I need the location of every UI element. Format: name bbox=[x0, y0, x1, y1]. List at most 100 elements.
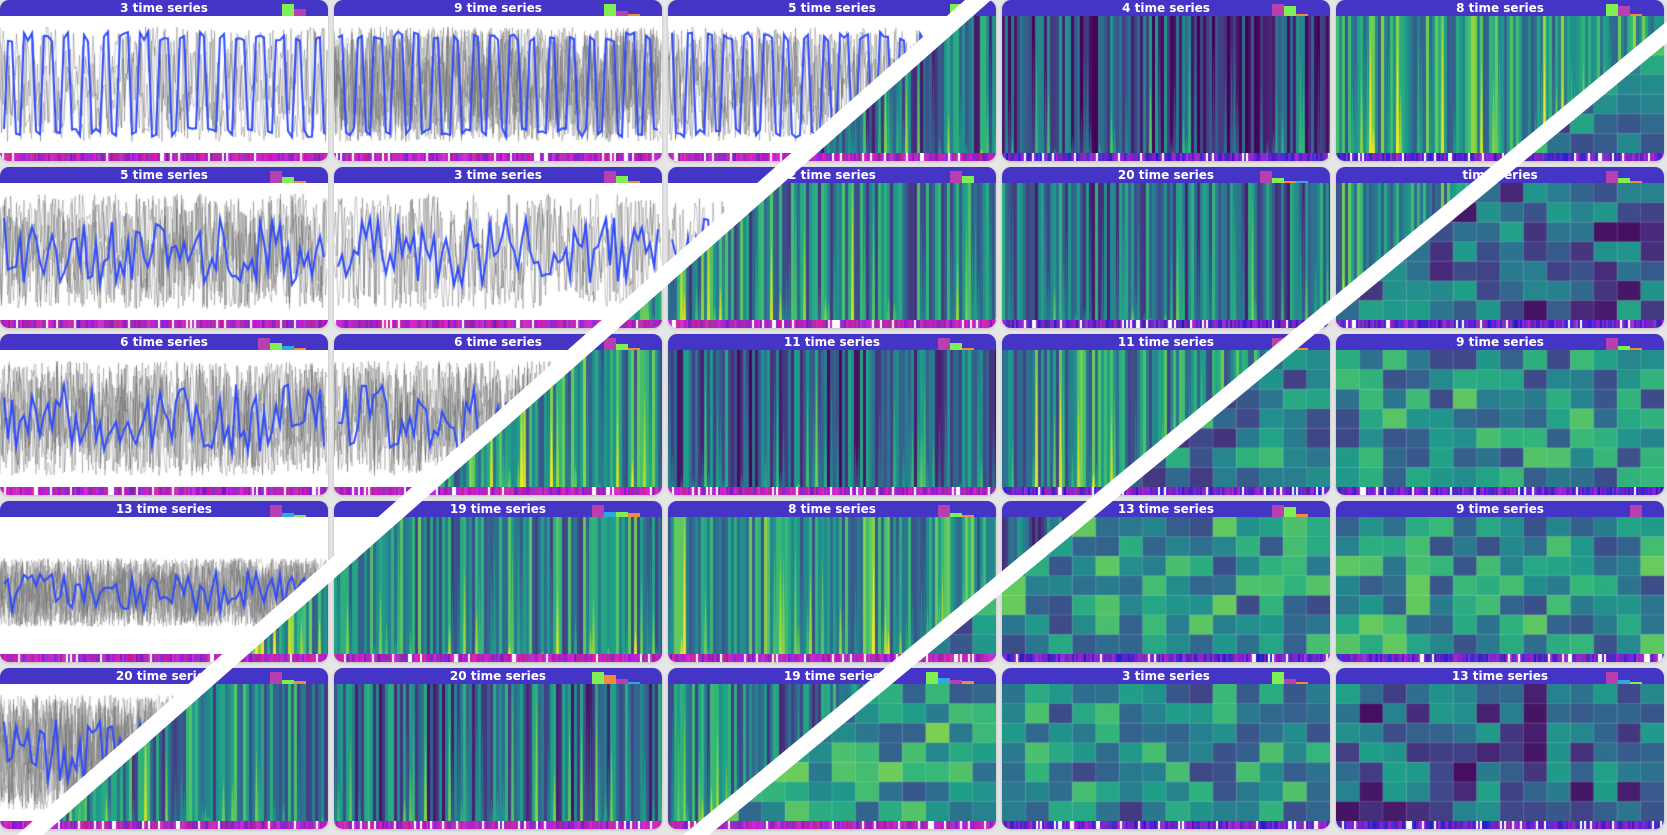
time-series-plot[interactable] bbox=[1002, 350, 1330, 487]
time-series-plot[interactable] bbox=[334, 350, 662, 487]
time-series-plot[interactable] bbox=[1002, 16, 1330, 153]
card-header: 3 time series bbox=[1002, 668, 1330, 684]
timeline-strip[interactable] bbox=[1336, 153, 1664, 161]
time-series-plot[interactable] bbox=[668, 517, 996, 654]
timeline-strip[interactable] bbox=[0, 654, 328, 662]
chart-card[interactable]: 13 time series bbox=[0, 501, 328, 662]
chart-card[interactable]: 19 time series bbox=[334, 501, 662, 662]
chart-card[interactable]: 9 time series bbox=[1336, 501, 1664, 662]
card-title: 6 time series bbox=[120, 335, 208, 349]
chart-card[interactable]: 19 time series bbox=[668, 668, 996, 829]
legend-swatch bbox=[258, 338, 270, 350]
chart-card[interactable]: 2 time series bbox=[668, 167, 996, 328]
timeline-strip[interactable] bbox=[1336, 320, 1664, 328]
card-header: 5 time series bbox=[668, 0, 996, 16]
timeline-strip[interactable] bbox=[1336, 654, 1664, 662]
timeline-strip[interactable] bbox=[668, 153, 996, 161]
time-series-plot[interactable] bbox=[0, 684, 328, 821]
timeline-strip[interactable] bbox=[668, 487, 996, 495]
timeline-strip[interactable] bbox=[1336, 487, 1664, 495]
card-header: 13 time series bbox=[0, 501, 328, 517]
chart-card[interactable]: 20 time series bbox=[1002, 167, 1330, 328]
legend-swatch bbox=[950, 4, 962, 16]
time-series-plot[interactable] bbox=[668, 183, 996, 320]
time-series-plot[interactable] bbox=[0, 16, 328, 153]
time-series-plot[interactable] bbox=[0, 350, 328, 487]
time-series-plot[interactable] bbox=[1002, 183, 1330, 320]
timeline-strip[interactable] bbox=[334, 320, 662, 328]
time-series-plot[interactable] bbox=[334, 517, 662, 654]
legend bbox=[1630, 505, 1642, 517]
card-title: 19 time series bbox=[449, 502, 547, 516]
chart-card[interactable]: 8 time series bbox=[1336, 0, 1664, 161]
card-title: 11 time series bbox=[1117, 335, 1215, 349]
card-title: 3 time series bbox=[120, 1, 208, 15]
timeline-strip[interactable] bbox=[0, 487, 328, 495]
timeline-strip[interactable] bbox=[0, 320, 328, 328]
time-series-plot[interactable] bbox=[1002, 517, 1330, 654]
chart-card[interactable]: 20 time series bbox=[0, 668, 328, 829]
chart-card[interactable]: 3 time series bbox=[1002, 668, 1330, 829]
chart-card[interactable]: 13 time series bbox=[1336, 668, 1664, 829]
timeline-strip[interactable] bbox=[1002, 320, 1330, 328]
time-series-plot[interactable] bbox=[1336, 350, 1664, 487]
timeline-strip[interactable] bbox=[668, 821, 996, 829]
chart-card[interactable]: 8 time series bbox=[668, 501, 996, 662]
chart-card[interactable]: 5 time series bbox=[0, 167, 328, 328]
legend bbox=[270, 505, 306, 517]
time-series-plot[interactable] bbox=[0, 517, 328, 654]
chart-card[interactable]: 6 time series bbox=[334, 334, 662, 495]
chart-card[interactable]: 9 time series bbox=[1336, 334, 1664, 495]
timeline-strip[interactable] bbox=[334, 153, 662, 161]
legend-swatch bbox=[1606, 672, 1618, 684]
timeline-strip[interactable] bbox=[334, 654, 662, 662]
legend-swatch bbox=[294, 9, 306, 16]
legend-swatch bbox=[270, 672, 282, 684]
time-series-plot[interactable] bbox=[334, 16, 662, 153]
time-series-plot[interactable] bbox=[0, 183, 328, 320]
legend-swatch bbox=[926, 672, 938, 684]
time-series-plot[interactable] bbox=[334, 183, 662, 320]
time-series-plot[interactable] bbox=[668, 684, 996, 821]
chart-card[interactable]: 6 time series bbox=[0, 334, 328, 495]
timeline-strip[interactable] bbox=[0, 153, 328, 161]
legend-swatch bbox=[604, 338, 616, 350]
chart-card[interactable]: 5 time series bbox=[668, 0, 996, 161]
card-header: 8 time series bbox=[668, 501, 996, 517]
time-series-plot[interactable] bbox=[334, 684, 662, 821]
chart-card[interactable]: 3 time series bbox=[334, 167, 662, 328]
timeline-strip[interactable] bbox=[1002, 821, 1330, 829]
chart-card[interactable]: 20 time series bbox=[334, 668, 662, 829]
card-title: 11 time series bbox=[783, 335, 881, 349]
chart-card[interactable]: 13 time series bbox=[1002, 501, 1330, 662]
chart-card[interactable]: 3 time series bbox=[0, 0, 328, 161]
legend-swatch bbox=[950, 171, 962, 183]
card-title: 13 time series bbox=[1117, 502, 1215, 516]
legend-swatch bbox=[1272, 505, 1284, 517]
timeline-strip[interactable] bbox=[668, 320, 996, 328]
timeline-strip[interactable] bbox=[334, 821, 662, 829]
timeline-strip[interactable] bbox=[0, 821, 328, 829]
timeline-strip[interactable] bbox=[334, 487, 662, 495]
legend-swatch bbox=[1284, 6, 1296, 16]
chart-card[interactable]: 4 time series bbox=[1002, 0, 1330, 161]
chart-card[interactable]: time series bbox=[1336, 167, 1664, 328]
timeline-strip[interactable] bbox=[668, 654, 996, 662]
timeline-strip[interactable] bbox=[1002, 654, 1330, 662]
time-series-plot[interactable] bbox=[1336, 183, 1664, 320]
time-series-plot[interactable] bbox=[668, 16, 996, 153]
timeline-strip[interactable] bbox=[1002, 487, 1330, 495]
card-title: 6 time series bbox=[454, 335, 542, 349]
chart-card[interactable]: 9 time series bbox=[334, 0, 662, 161]
card-title: 4 time series bbox=[1122, 1, 1210, 15]
time-series-plot[interactable] bbox=[1336, 517, 1664, 654]
legend-swatch bbox=[1606, 338, 1618, 350]
chart-card[interactable]: 11 time series bbox=[1002, 334, 1330, 495]
time-series-plot[interactable] bbox=[668, 350, 996, 487]
timeline-strip[interactable] bbox=[1336, 821, 1664, 829]
timeline-strip[interactable] bbox=[1002, 153, 1330, 161]
time-series-plot[interactable] bbox=[1336, 684, 1664, 821]
chart-card[interactable]: 11 time series bbox=[668, 334, 996, 495]
time-series-plot[interactable] bbox=[1002, 684, 1330, 821]
time-series-plot[interactable] bbox=[1336, 16, 1664, 153]
